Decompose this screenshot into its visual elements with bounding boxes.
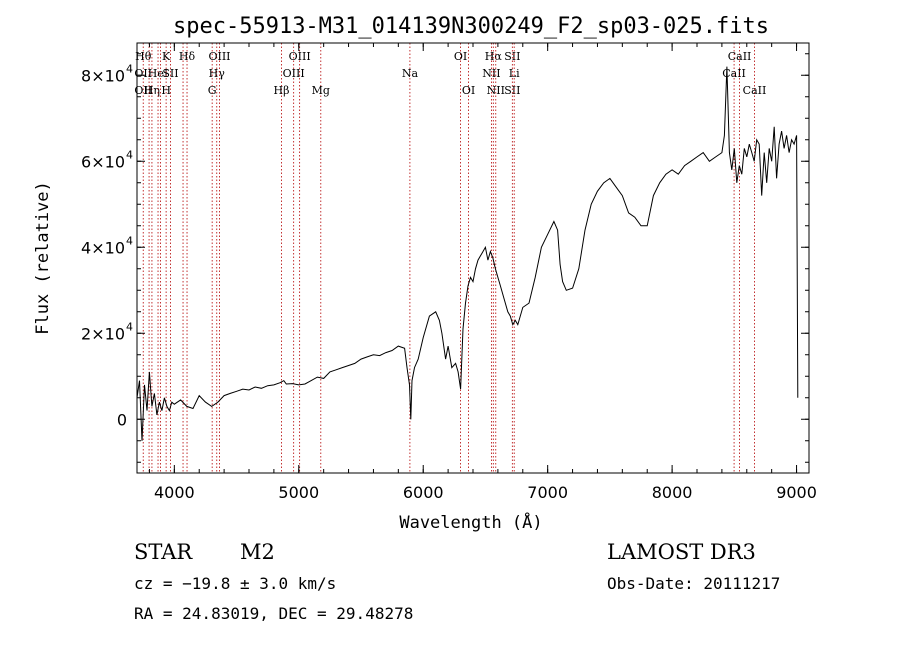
object-class: STAR bbox=[134, 540, 193, 564]
chart-title: spec-55913-M31_014139N300249_F2_sp03-025… bbox=[173, 14, 769, 39]
y-tick-label: 2×10 bbox=[81, 324, 125, 343]
line-label: OIII bbox=[289, 50, 311, 63]
line-label: HeI bbox=[148, 67, 168, 80]
x-tick-label: 5000 bbox=[278, 483, 319, 502]
y-tick-exponent: 4 bbox=[126, 62, 133, 75]
line-label: NII bbox=[487, 84, 505, 97]
x-tick-label: 7000 bbox=[527, 483, 568, 502]
line-label: OIII bbox=[208, 50, 230, 63]
y-tick-exponent: 4 bbox=[126, 148, 133, 161]
y-tick-label: 4×10 bbox=[81, 238, 125, 257]
line-label: OII bbox=[134, 67, 152, 80]
line-label: OII bbox=[134, 84, 152, 97]
line-label: Mg bbox=[312, 84, 330, 97]
line-label: Li bbox=[509, 67, 520, 80]
x-tick-label: 8000 bbox=[652, 483, 693, 502]
object-subclass: M2 bbox=[240, 540, 275, 564]
spectrum-line bbox=[136, 66, 799, 441]
line-label: H bbox=[161, 84, 171, 97]
line-label: Hα bbox=[485, 50, 503, 63]
y-tick-label: 6×10 bbox=[81, 152, 125, 171]
coordinates: RA = 24.83019, DEC = 29.48278 bbox=[134, 604, 414, 623]
line-label: CaII bbox=[722, 67, 746, 80]
line-label: OI bbox=[462, 84, 475, 97]
line-label: SII bbox=[162, 67, 178, 80]
line-label: OI bbox=[454, 50, 467, 63]
line-label: G bbox=[208, 84, 217, 97]
line-label: SII bbox=[504, 84, 520, 97]
line-label: Hη bbox=[144, 84, 160, 97]
survey-name: LAMOST DR3 bbox=[607, 540, 756, 564]
x-tick-label: 6000 bbox=[403, 483, 444, 502]
line-label: CaII bbox=[743, 84, 767, 97]
x-axis-label: Wavelength (Å) bbox=[399, 511, 542, 533]
line-label: Hδ bbox=[179, 50, 196, 63]
x-tick-label: 9000 bbox=[776, 483, 817, 502]
plot-frame bbox=[136, 42, 810, 474]
line-markers: HθOIIOIIHηHeIKHSIIHδGHγOIIIHβOIIIOIIIMgN… bbox=[134, 43, 766, 473]
x-axis: 4000 5000 6000 7000 8000 9000 bbox=[148, 43, 817, 502]
y-axis-label: Flux (relative) bbox=[33, 181, 53, 335]
y-tick-label: 0 bbox=[117, 410, 127, 429]
line-label: CaII bbox=[728, 50, 752, 63]
obs-date: Obs-Date: 20111217 bbox=[607, 574, 781, 593]
y-tick-label: 8×10 bbox=[81, 66, 125, 85]
y-axis: 02×10 44×10 46×10 48×10 4 bbox=[81, 53, 809, 463]
line-label: SII bbox=[504, 50, 520, 63]
line-label: K bbox=[162, 50, 171, 63]
line-label: Hβ bbox=[274, 84, 290, 97]
y-tick-exponent: 4 bbox=[126, 320, 133, 333]
line-label: NII bbox=[482, 67, 500, 80]
redshift-cz: cz = −19.8 ± 3.0 km/s bbox=[134, 574, 337, 593]
x-tick-label: 4000 bbox=[154, 483, 195, 502]
y-tick-exponent: 4 bbox=[126, 234, 133, 247]
line-label: Hγ bbox=[209, 67, 226, 80]
line-label: OIII bbox=[283, 67, 305, 80]
line-label: Na bbox=[402, 67, 419, 80]
